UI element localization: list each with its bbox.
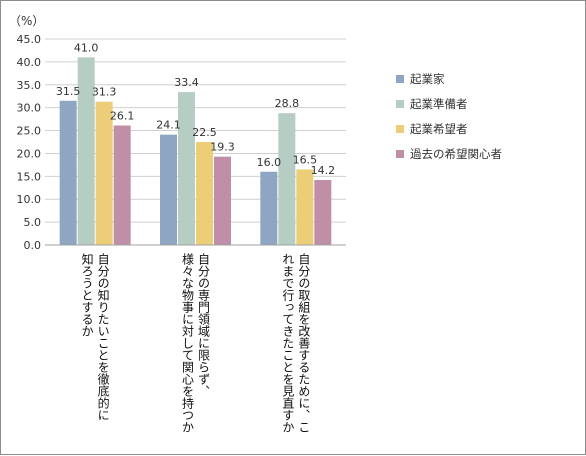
legend-swatch: [396, 100, 404, 108]
legend-label: 起業希望者: [410, 122, 468, 136]
bar: [260, 171, 278, 245]
data-label: 16.5: [293, 153, 318, 166]
data-label: 33.4: [174, 76, 199, 89]
data-label: 19.3: [210, 141, 235, 154]
category-label: 知ろうとするか: [80, 253, 94, 337]
y-axis-ticks: 0.0 5.0 10.0 15.0 20.0 25.0 30.0 35.0 40.0 45.0: [17, 33, 42, 252]
legend-swatch: [396, 150, 404, 158]
legend-swatch: [396, 75, 404, 83]
category-label: 自分の取組を改善するために、こ: [297, 253, 311, 433]
data-label: 26.1: [110, 110, 135, 123]
data-label: 16.0: [257, 156, 282, 169]
y-tick-label: 40.0: [17, 56, 42, 69]
gridlines: [45, 38, 346, 223]
data-label: 14.2: [311, 164, 336, 177]
bar: [95, 101, 113, 246]
data-label: 24.1: [156, 119, 181, 132]
bar: [214, 156, 231, 245]
bar: [196, 142, 213, 245]
bars: [59, 57, 332, 246]
legend-label: 起業家: [410, 72, 445, 86]
y-tick-label: 45.0: [17, 33, 42, 46]
category-label: 自分の知りたいことを徹底的に: [96, 253, 110, 421]
category-label: 様々な物事に対して関心を持つか: [181, 253, 195, 433]
y-tick-label: 15.0: [17, 170, 42, 183]
data-label: 41.0: [74, 41, 99, 54]
y-tick-label: 20.0: [17, 147, 42, 160]
data-label: 31.5: [56, 85, 81, 98]
bar: [160, 134, 177, 245]
y-tick-label: 10.0: [17, 193, 42, 206]
y-tick-label: 35.0: [17, 79, 42, 92]
bar: [113, 125, 131, 245]
data-label: 22.5: [192, 126, 217, 139]
y-tick-label: 25.0: [17, 125, 42, 138]
bar: [59, 100, 77, 245]
legend-swatch: [396, 125, 404, 133]
legend-label: 過去の希望関心者: [410, 147, 502, 161]
data-label: 31.3: [92, 86, 117, 99]
y-tick-label: 0.0: [24, 239, 42, 252]
bar: [278, 113, 296, 245]
bar: [296, 169, 314, 245]
category-label: 自分の専門領域に限らず、: [197, 253, 211, 397]
bar: [77, 57, 95, 245]
y-tick-label: 5.0: [24, 216, 42, 229]
unit-label: （%）: [9, 14, 44, 28]
y-tick-label: 30.0: [17, 102, 42, 115]
bar: [178, 92, 195, 245]
legend-label: 起業準備者: [410, 97, 468, 111]
data-labels: 31.5 41.0 31.3 26.1 24.1 33.4 22.5 19.3 16.0 28.8…: [56, 41, 335, 177]
category-label: れまで行ってきたことを見直すか: [281, 253, 295, 433]
bar: [314, 179, 332, 245]
data-label: 28.8: [275, 97, 300, 110]
